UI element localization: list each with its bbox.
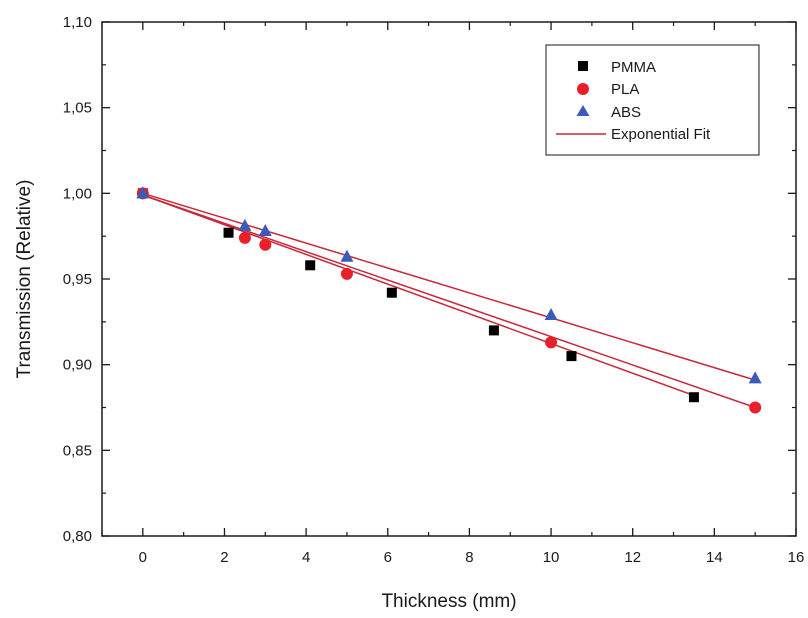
- x-tick-label: 6: [384, 549, 392, 566]
- x-tick-label: 4: [302, 549, 310, 566]
- x-axis-title: Thickness (mm): [381, 591, 516, 612]
- y-tick-label: 0,80: [63, 528, 92, 545]
- point-abs: [136, 186, 150, 199]
- legend-marker-pmma: [578, 61, 588, 71]
- point-abs: [340, 249, 354, 262]
- legend-marker-abs: [576, 105, 590, 116]
- x-tick-label: 12: [624, 549, 641, 566]
- point-pmma: [223, 227, 234, 238]
- fit-line-abs: [142, 192, 756, 381]
- point-pmma: [688, 392, 699, 403]
- point-abs: [748, 371, 762, 384]
- legend-marker-pla: [577, 83, 589, 95]
- y-tick-label: 0,90: [63, 357, 92, 374]
- point-pla: [545, 336, 558, 349]
- fit-line-pmma: [142, 194, 695, 397]
- ticks-layer: 0 2 4 6 8 10 12 14 16 0,80 0,85 0,90 0,95 1,00 1,05 1,1…: [63, 14, 805, 566]
- x-tick-label: 8: [465, 549, 473, 566]
- data-points: [136, 186, 762, 414]
- y-tick-label: 1,00: [63, 185, 92, 202]
- legend-label-fit: Exponential Fit: [611, 126, 711, 143]
- y-tick-label: 0,95: [63, 271, 92, 288]
- point-pla: [340, 267, 353, 280]
- point-abs: [238, 218, 252, 231]
- fit-lines: [142, 192, 756, 409]
- legend-label-pmma: PMMA: [611, 59, 656, 76]
- legend-label-pla: PLA: [611, 81, 639, 98]
- x-tick-label: 2: [220, 549, 228, 566]
- point-pmma: [305, 260, 316, 271]
- x-tick-label: 0: [139, 549, 147, 566]
- point-pmma: [488, 325, 499, 336]
- legend-label-abs: ABS: [611, 104, 641, 121]
- x-tick-label: 10: [543, 549, 560, 566]
- point-abs: [258, 224, 272, 237]
- legend: PMMA PLA ABS Exponential Fit: [545, 44, 760, 156]
- point-abs: [544, 307, 558, 320]
- y-axis-title: Transmission (Relative): [14, 180, 35, 379]
- point-pmma: [386, 287, 397, 298]
- point-pmma: [566, 351, 577, 362]
- y-tick-label: 1,10: [63, 14, 92, 31]
- point-pla: [259, 238, 272, 251]
- point-pla: [749, 401, 762, 414]
- x-tick-label: 14: [706, 549, 723, 566]
- y-tick-label: 0,85: [63, 442, 92, 459]
- x-tick-label: 16: [788, 549, 805, 566]
- fit-line-pla: [142, 194, 756, 409]
- point-pla: [238, 231, 251, 244]
- y-tick-label: 1,05: [63, 100, 92, 117]
